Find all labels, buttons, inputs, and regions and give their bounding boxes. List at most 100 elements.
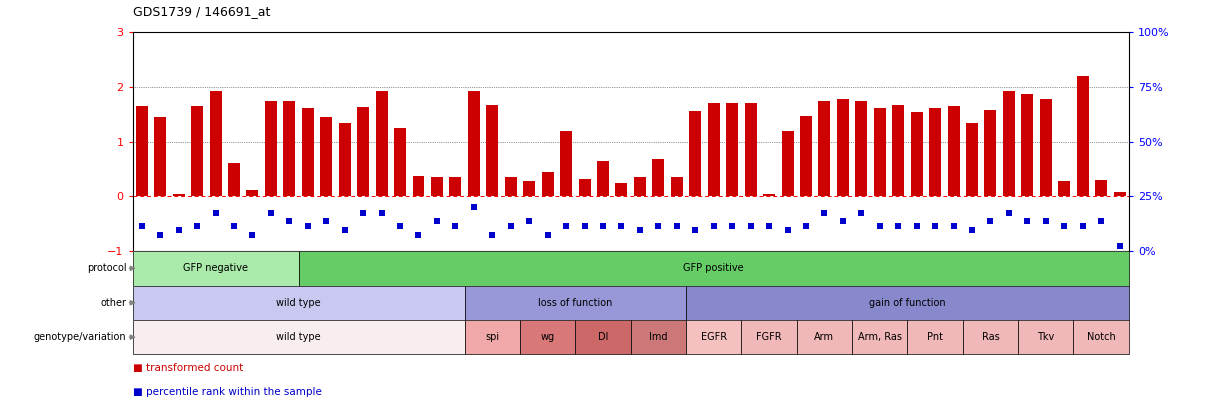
Point bbox=[353, 210, 373, 216]
Point bbox=[445, 223, 465, 230]
Text: EGFR: EGFR bbox=[701, 332, 726, 342]
Bar bbox=[155, 117, 166, 196]
Point bbox=[169, 227, 189, 234]
Bar bbox=[874, 108, 886, 196]
Bar bbox=[1077, 76, 1088, 196]
Point bbox=[611, 223, 631, 230]
Point bbox=[962, 227, 982, 234]
Point bbox=[686, 227, 706, 234]
Point bbox=[704, 223, 724, 230]
Text: Notch: Notch bbox=[1087, 332, 1115, 342]
Bar bbox=[449, 177, 461, 196]
Bar bbox=[133, 320, 465, 354]
Bar bbox=[837, 99, 849, 196]
Bar bbox=[929, 108, 941, 196]
Bar bbox=[686, 320, 741, 354]
Point bbox=[482, 231, 502, 238]
Text: wild type: wild type bbox=[276, 332, 321, 342]
Bar bbox=[1039, 99, 1052, 196]
Bar bbox=[523, 181, 535, 196]
Point bbox=[574, 223, 594, 230]
Bar bbox=[708, 103, 720, 196]
Bar bbox=[339, 123, 351, 196]
Bar bbox=[541, 172, 553, 196]
Bar bbox=[763, 194, 775, 196]
Text: ■ transformed count: ■ transformed count bbox=[133, 362, 243, 373]
Point bbox=[815, 210, 834, 216]
Bar bbox=[283, 101, 296, 196]
Point bbox=[888, 223, 908, 230]
Bar bbox=[394, 128, 406, 196]
Bar bbox=[136, 106, 147, 196]
Point bbox=[519, 218, 539, 224]
Bar bbox=[1114, 192, 1125, 196]
Point bbox=[335, 227, 355, 234]
Point bbox=[243, 231, 263, 238]
Bar bbox=[465, 320, 520, 354]
Bar bbox=[1021, 94, 1033, 196]
Bar bbox=[1074, 320, 1129, 354]
Point bbox=[537, 231, 557, 238]
Bar bbox=[818, 101, 831, 196]
Bar bbox=[320, 117, 333, 196]
Point bbox=[501, 223, 520, 230]
Point bbox=[1109, 242, 1129, 249]
Bar bbox=[412, 176, 425, 196]
Bar bbox=[173, 194, 184, 196]
Bar bbox=[966, 123, 978, 196]
Bar bbox=[947, 106, 960, 196]
Text: spi: spi bbox=[485, 332, 499, 342]
Bar bbox=[298, 251, 1129, 286]
Point bbox=[464, 204, 483, 211]
Text: GFP negative: GFP negative bbox=[183, 263, 248, 273]
Bar bbox=[686, 286, 1129, 320]
Point bbox=[556, 223, 575, 230]
Bar bbox=[504, 177, 517, 196]
Point bbox=[667, 223, 687, 230]
Point bbox=[870, 223, 890, 230]
Bar bbox=[465, 286, 686, 320]
Bar bbox=[357, 107, 369, 196]
Text: protocol: protocol bbox=[87, 263, 126, 273]
Bar bbox=[228, 162, 240, 196]
Point bbox=[1054, 223, 1074, 230]
Text: wg: wg bbox=[541, 332, 555, 342]
Bar bbox=[631, 320, 686, 354]
Point bbox=[151, 231, 171, 238]
Bar bbox=[892, 104, 904, 196]
Bar bbox=[247, 190, 259, 196]
Bar bbox=[984, 110, 996, 196]
Text: GDS1739 / 146691_at: GDS1739 / 146691_at bbox=[133, 5, 270, 18]
Bar bbox=[1002, 92, 1015, 196]
Bar bbox=[431, 177, 443, 196]
Text: Imd: Imd bbox=[649, 332, 667, 342]
Point bbox=[925, 223, 945, 230]
Bar bbox=[741, 320, 796, 354]
Text: loss of function: loss of function bbox=[539, 298, 612, 308]
Bar bbox=[855, 101, 867, 196]
Point bbox=[778, 227, 798, 234]
Text: Arm: Arm bbox=[815, 332, 834, 342]
Point bbox=[390, 223, 410, 230]
Text: FGFR: FGFR bbox=[756, 332, 782, 342]
Point bbox=[741, 223, 761, 230]
Bar bbox=[745, 103, 757, 196]
Bar bbox=[210, 91, 222, 196]
Bar bbox=[265, 101, 277, 196]
Point bbox=[372, 210, 391, 216]
Point bbox=[317, 218, 336, 224]
Bar bbox=[579, 179, 590, 196]
Bar bbox=[852, 320, 908, 354]
Point bbox=[649, 223, 669, 230]
Text: GFP positive: GFP positive bbox=[683, 263, 744, 273]
Point bbox=[427, 218, 447, 224]
Bar bbox=[726, 103, 739, 196]
Text: wild type: wild type bbox=[276, 298, 321, 308]
Bar bbox=[598, 161, 609, 196]
Bar bbox=[908, 320, 963, 354]
Point bbox=[280, 218, 299, 224]
Bar bbox=[560, 131, 572, 196]
Point bbox=[206, 210, 226, 216]
Text: other: other bbox=[101, 298, 126, 308]
Point bbox=[1072, 223, 1092, 230]
